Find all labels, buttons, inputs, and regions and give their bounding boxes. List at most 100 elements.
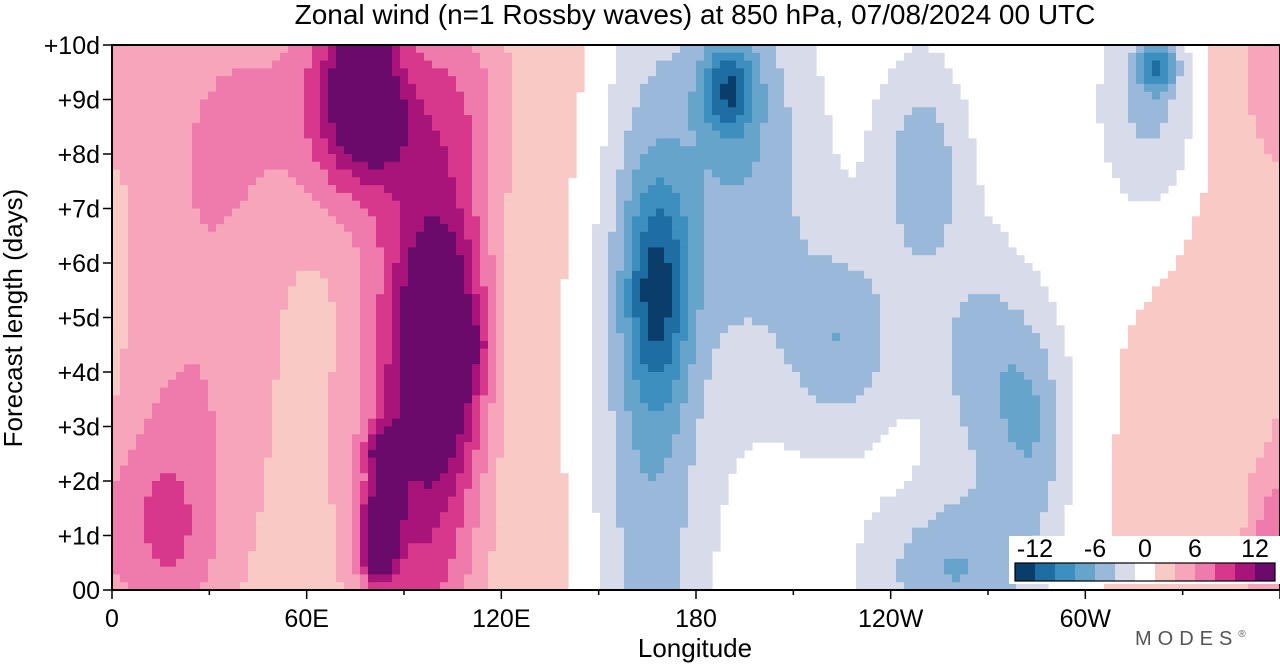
contour-cell — [520, 231, 529, 241]
contour-cell — [712, 138, 721, 147]
contour-cell — [1264, 294, 1273, 303]
contour-cell — [1168, 138, 1177, 147]
contour-cell — [280, 317, 289, 326]
contour-cell — [224, 286, 233, 295]
contour-cell — [488, 255, 497, 264]
contour-cell — [304, 356, 313, 365]
contour-cell — [920, 177, 929, 186]
contour-cell — [520, 76, 529, 85]
contour-cell — [248, 317, 257, 326]
contour-cell — [1112, 99, 1121, 108]
contour-cell — [424, 91, 433, 101]
contour-cell — [600, 192, 609, 202]
contour-cell — [1232, 52, 1241, 62]
contour-cell — [232, 356, 241, 365]
contour-cell — [176, 356, 185, 365]
contour-cell — [208, 99, 217, 108]
contour-cell — [824, 216, 833, 225]
contour-cell — [560, 76, 569, 85]
contour-cell — [432, 177, 441, 186]
contour-cell — [568, 154, 577, 163]
contour-cell — [464, 278, 473, 287]
contour-cell — [400, 278, 409, 287]
contour-cell — [1240, 154, 1249, 163]
contour-cell — [360, 263, 369, 272]
contour-cell — [344, 309, 353, 319]
contour-cell — [816, 216, 825, 225]
contour-cell — [624, 83, 633, 93]
contour-cell — [696, 325, 705, 334]
contour-cell — [1216, 76, 1225, 85]
contour-cell — [424, 169, 433, 178]
contour-cell — [1224, 161, 1233, 171]
contour-cell — [736, 107, 745, 116]
contour-cell — [1032, 348, 1041, 358]
contour-cell — [952, 169, 961, 178]
contour-cell — [592, 333, 601, 342]
contour-cell — [944, 161, 953, 171]
contour-cell — [384, 177, 393, 186]
contour-cell — [1208, 231, 1217, 241]
contour-cell — [312, 325, 321, 334]
contour-cell — [344, 317, 353, 326]
contour-cell — [232, 60, 241, 69]
contour-cell — [768, 130, 777, 140]
contour-cell — [944, 286, 953, 295]
contour-cell — [1224, 68, 1233, 77]
contour-cell — [376, 91, 385, 101]
contour-cell — [888, 99, 897, 108]
contour-cell — [664, 83, 673, 93]
contour-cell — [664, 263, 673, 272]
contour-cell — [624, 247, 633, 256]
contour-cell — [1176, 161, 1185, 171]
contour-cell — [264, 177, 273, 186]
contour-cell — [312, 192, 321, 202]
contour-cell — [496, 45, 505, 54]
contour-cell — [608, 91, 617, 101]
contour-cell — [544, 247, 553, 256]
contour-cell — [368, 231, 377, 241]
contour-cell — [616, 286, 625, 295]
contour-cell — [448, 185, 457, 194]
contour-cell — [1200, 325, 1209, 334]
contour-cell — [544, 340, 553, 350]
contour-cell — [960, 185, 969, 194]
contour-cell — [664, 325, 673, 334]
contour-cell — [544, 60, 553, 69]
contour-cell — [656, 83, 665, 93]
contour-cell — [1176, 76, 1185, 85]
contour-cell — [832, 263, 841, 272]
contour-cell — [704, 247, 713, 256]
contour-cell — [248, 216, 257, 225]
contour-cell — [824, 115, 833, 124]
contour-cell — [112, 364, 121, 373]
contour-cell — [640, 247, 649, 256]
contour-cell — [1168, 317, 1177, 326]
contour-cell — [424, 45, 433, 54]
contour-cell — [808, 200, 817, 210]
contour-cell — [480, 122, 489, 132]
contour-cell — [1272, 239, 1280, 249]
contour-cell — [1240, 130, 1249, 140]
contour-cell — [392, 356, 401, 365]
contour-cell — [216, 231, 225, 241]
contour-cell — [1216, 130, 1225, 140]
contour-cell — [792, 270, 801, 280]
contour-cell — [912, 317, 921, 326]
contour-cell — [536, 138, 545, 147]
contour-cell — [272, 231, 281, 241]
contour-cell — [344, 224, 353, 233]
contour-cell — [1024, 348, 1033, 358]
contour-cell — [1232, 286, 1241, 295]
contour-cell — [312, 60, 321, 69]
contour-cell — [1120, 169, 1129, 178]
contour-cell — [496, 185, 505, 194]
contour-cell — [1096, 99, 1105, 108]
contour-cell — [648, 192, 657, 202]
contour-cell — [888, 200, 897, 210]
contour-cell — [112, 177, 121, 186]
contour-cell — [1232, 301, 1241, 311]
contour-cell — [616, 45, 625, 54]
contour-cell — [168, 239, 177, 249]
contour-cell — [432, 52, 441, 62]
